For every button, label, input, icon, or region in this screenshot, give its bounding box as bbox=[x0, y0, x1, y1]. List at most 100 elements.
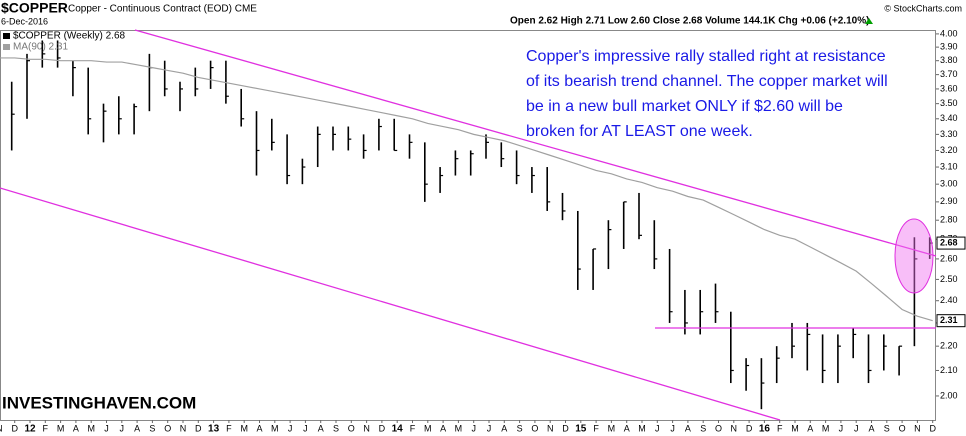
last-value-box bbox=[936, 314, 966, 328]
highlight bbox=[894, 218, 934, 294]
x-tick-label: J bbox=[670, 423, 675, 433]
y-tick-label: 3.00 bbox=[940, 179, 958, 189]
x-tick-label: A bbox=[440, 423, 446, 433]
x-tick-label: S bbox=[700, 423, 706, 433]
x-tick-label: D bbox=[379, 423, 386, 433]
watermark: INVESTINGHAVEN.COM bbox=[2, 393, 196, 412]
x-tick-label: A bbox=[624, 423, 630, 433]
annotation: be in a new bull market ONLY if $2.60 wi… bbox=[526, 98, 843, 115]
x-tick-label: O bbox=[348, 423, 355, 433]
x-tick-label: M bbox=[240, 423, 248, 433]
x-tick-label: N bbox=[731, 423, 738, 433]
x-tick-label: O bbox=[899, 423, 906, 433]
x-tick-label: F bbox=[226, 423, 232, 433]
plot bbox=[0, 40, 933, 410]
y-tick-label: 2.20 bbox=[940, 341, 958, 351]
legend-swatch bbox=[3, 44, 10, 50]
y-tick-label: 2.00 bbox=[940, 390, 958, 400]
y-tick-label: 2.10 bbox=[940, 365, 958, 375]
last-value-label: 2.31 bbox=[940, 315, 958, 325]
x-tick-label: A bbox=[73, 423, 79, 433]
x-tick-label: J bbox=[487, 423, 492, 433]
chart-date: 6-Dec-2016 bbox=[1, 16, 48, 26]
x-tick-label: D bbox=[11, 423, 18, 433]
x-tick-label: F bbox=[593, 423, 599, 433]
last-value-label: 2.68 bbox=[940, 237, 958, 247]
y-tick-label: 2.60 bbox=[940, 253, 958, 263]
x-tick-label: N bbox=[363, 423, 370, 433]
x-tick-label: A bbox=[868, 423, 874, 433]
y-tick-label: 3.60 bbox=[940, 83, 958, 93]
chart-subtitle: Copper - Continuous Contract (EOD) CME bbox=[68, 4, 257, 15]
y-tick-label: 3.30 bbox=[940, 129, 958, 139]
x-tick-label: F bbox=[410, 423, 416, 433]
x-tick-label: O bbox=[531, 423, 538, 433]
x-tick-label: 12 bbox=[24, 424, 36, 435]
x-tick-label: D bbox=[929, 423, 936, 433]
y-tick-label: 3.70 bbox=[940, 69, 958, 79]
legend-swatch bbox=[3, 33, 10, 39]
chart-title: $COPPER bbox=[1, 0, 68, 16]
x-tick-label: M bbox=[638, 423, 646, 433]
x-tick-label: S bbox=[517, 423, 523, 433]
x-tick-label: J bbox=[854, 423, 859, 433]
quote: Open 2.62 High 2.71 Low 2.60 Close 2.68 … bbox=[510, 16, 869, 27]
x-tick-label: F bbox=[777, 423, 783, 433]
x-tick-label: D bbox=[746, 423, 753, 433]
x-tick-label: D bbox=[562, 423, 569, 433]
x-tick-label: J bbox=[655, 423, 660, 433]
x-tick-label: M bbox=[271, 423, 279, 433]
x-tick-label: N bbox=[914, 423, 921, 433]
up-arrow bbox=[865, 18, 873, 24]
x-tick-label: O bbox=[715, 423, 722, 433]
x-tick-label: A bbox=[256, 423, 262, 433]
y-tick-label: 2.40 bbox=[940, 295, 958, 305]
y-tick-label: 3.80 bbox=[940, 55, 958, 65]
x-tick-label: S bbox=[884, 423, 890, 433]
y-tick-label: 2.50 bbox=[940, 274, 958, 284]
x-tick-label: 15 bbox=[575, 424, 587, 435]
x-tick-label: J bbox=[288, 423, 293, 433]
copyright: © StockCharts.com bbox=[884, 3, 962, 13]
x-tick-label: M bbox=[822, 423, 830, 433]
x-tick-label: J bbox=[104, 423, 109, 433]
legend-label: MA(90) 2.31 bbox=[13, 42, 68, 53]
y-tick-label: 2.80 bbox=[940, 215, 958, 225]
y-tick-label: 3.40 bbox=[940, 113, 958, 123]
y-tick-label: 4.00 bbox=[940, 28, 958, 38]
x-tick-label: 16 bbox=[759, 424, 771, 435]
x-tick-label: M bbox=[455, 423, 463, 433]
lower-trend-line bbox=[0, 187, 781, 421]
x-tick-label: A bbox=[685, 423, 691, 433]
annotation: Copper's impressive rally stalled right … bbox=[526, 48, 886, 65]
x-tick-label: M bbox=[791, 423, 799, 433]
x-tick-label: J bbox=[471, 423, 476, 433]
x-tick-label: M bbox=[608, 423, 616, 433]
annotation: broken for AT LEAST one week. bbox=[526, 123, 753, 140]
x-tick-label: M bbox=[87, 423, 95, 433]
y-tick-label: 3.90 bbox=[940, 42, 958, 52]
x-tick-label: A bbox=[807, 423, 813, 433]
x-tick-label: S bbox=[149, 423, 155, 433]
legend-label: $COPPER (Weekly) 2.68 bbox=[13, 31, 126, 42]
x-tick-label: 14 bbox=[392, 424, 404, 435]
x-tick-label: S bbox=[333, 423, 339, 433]
annotation: of its bearish trend channel. The copper… bbox=[526, 73, 888, 90]
x-tick-label: J bbox=[839, 423, 844, 433]
x-tick-label: M bbox=[424, 423, 432, 433]
x-tick-label: O bbox=[164, 423, 171, 433]
x-tick-label: N bbox=[0, 423, 3, 433]
x-tick-label: A bbox=[318, 423, 324, 433]
x-tick-label: N bbox=[547, 423, 554, 433]
ma-line bbox=[0, 57, 933, 322]
x-tick-label: A bbox=[134, 423, 140, 433]
y-tick-label: 3.20 bbox=[940, 145, 958, 155]
x-tick-label: M bbox=[57, 423, 65, 433]
y-tick-label: 3.50 bbox=[940, 98, 958, 108]
x-tick-label: 13 bbox=[208, 424, 220, 435]
x-tick-label: A bbox=[501, 423, 507, 433]
x-tick-label: J bbox=[303, 423, 308, 433]
y-tick-label: 3.10 bbox=[940, 161, 958, 171]
